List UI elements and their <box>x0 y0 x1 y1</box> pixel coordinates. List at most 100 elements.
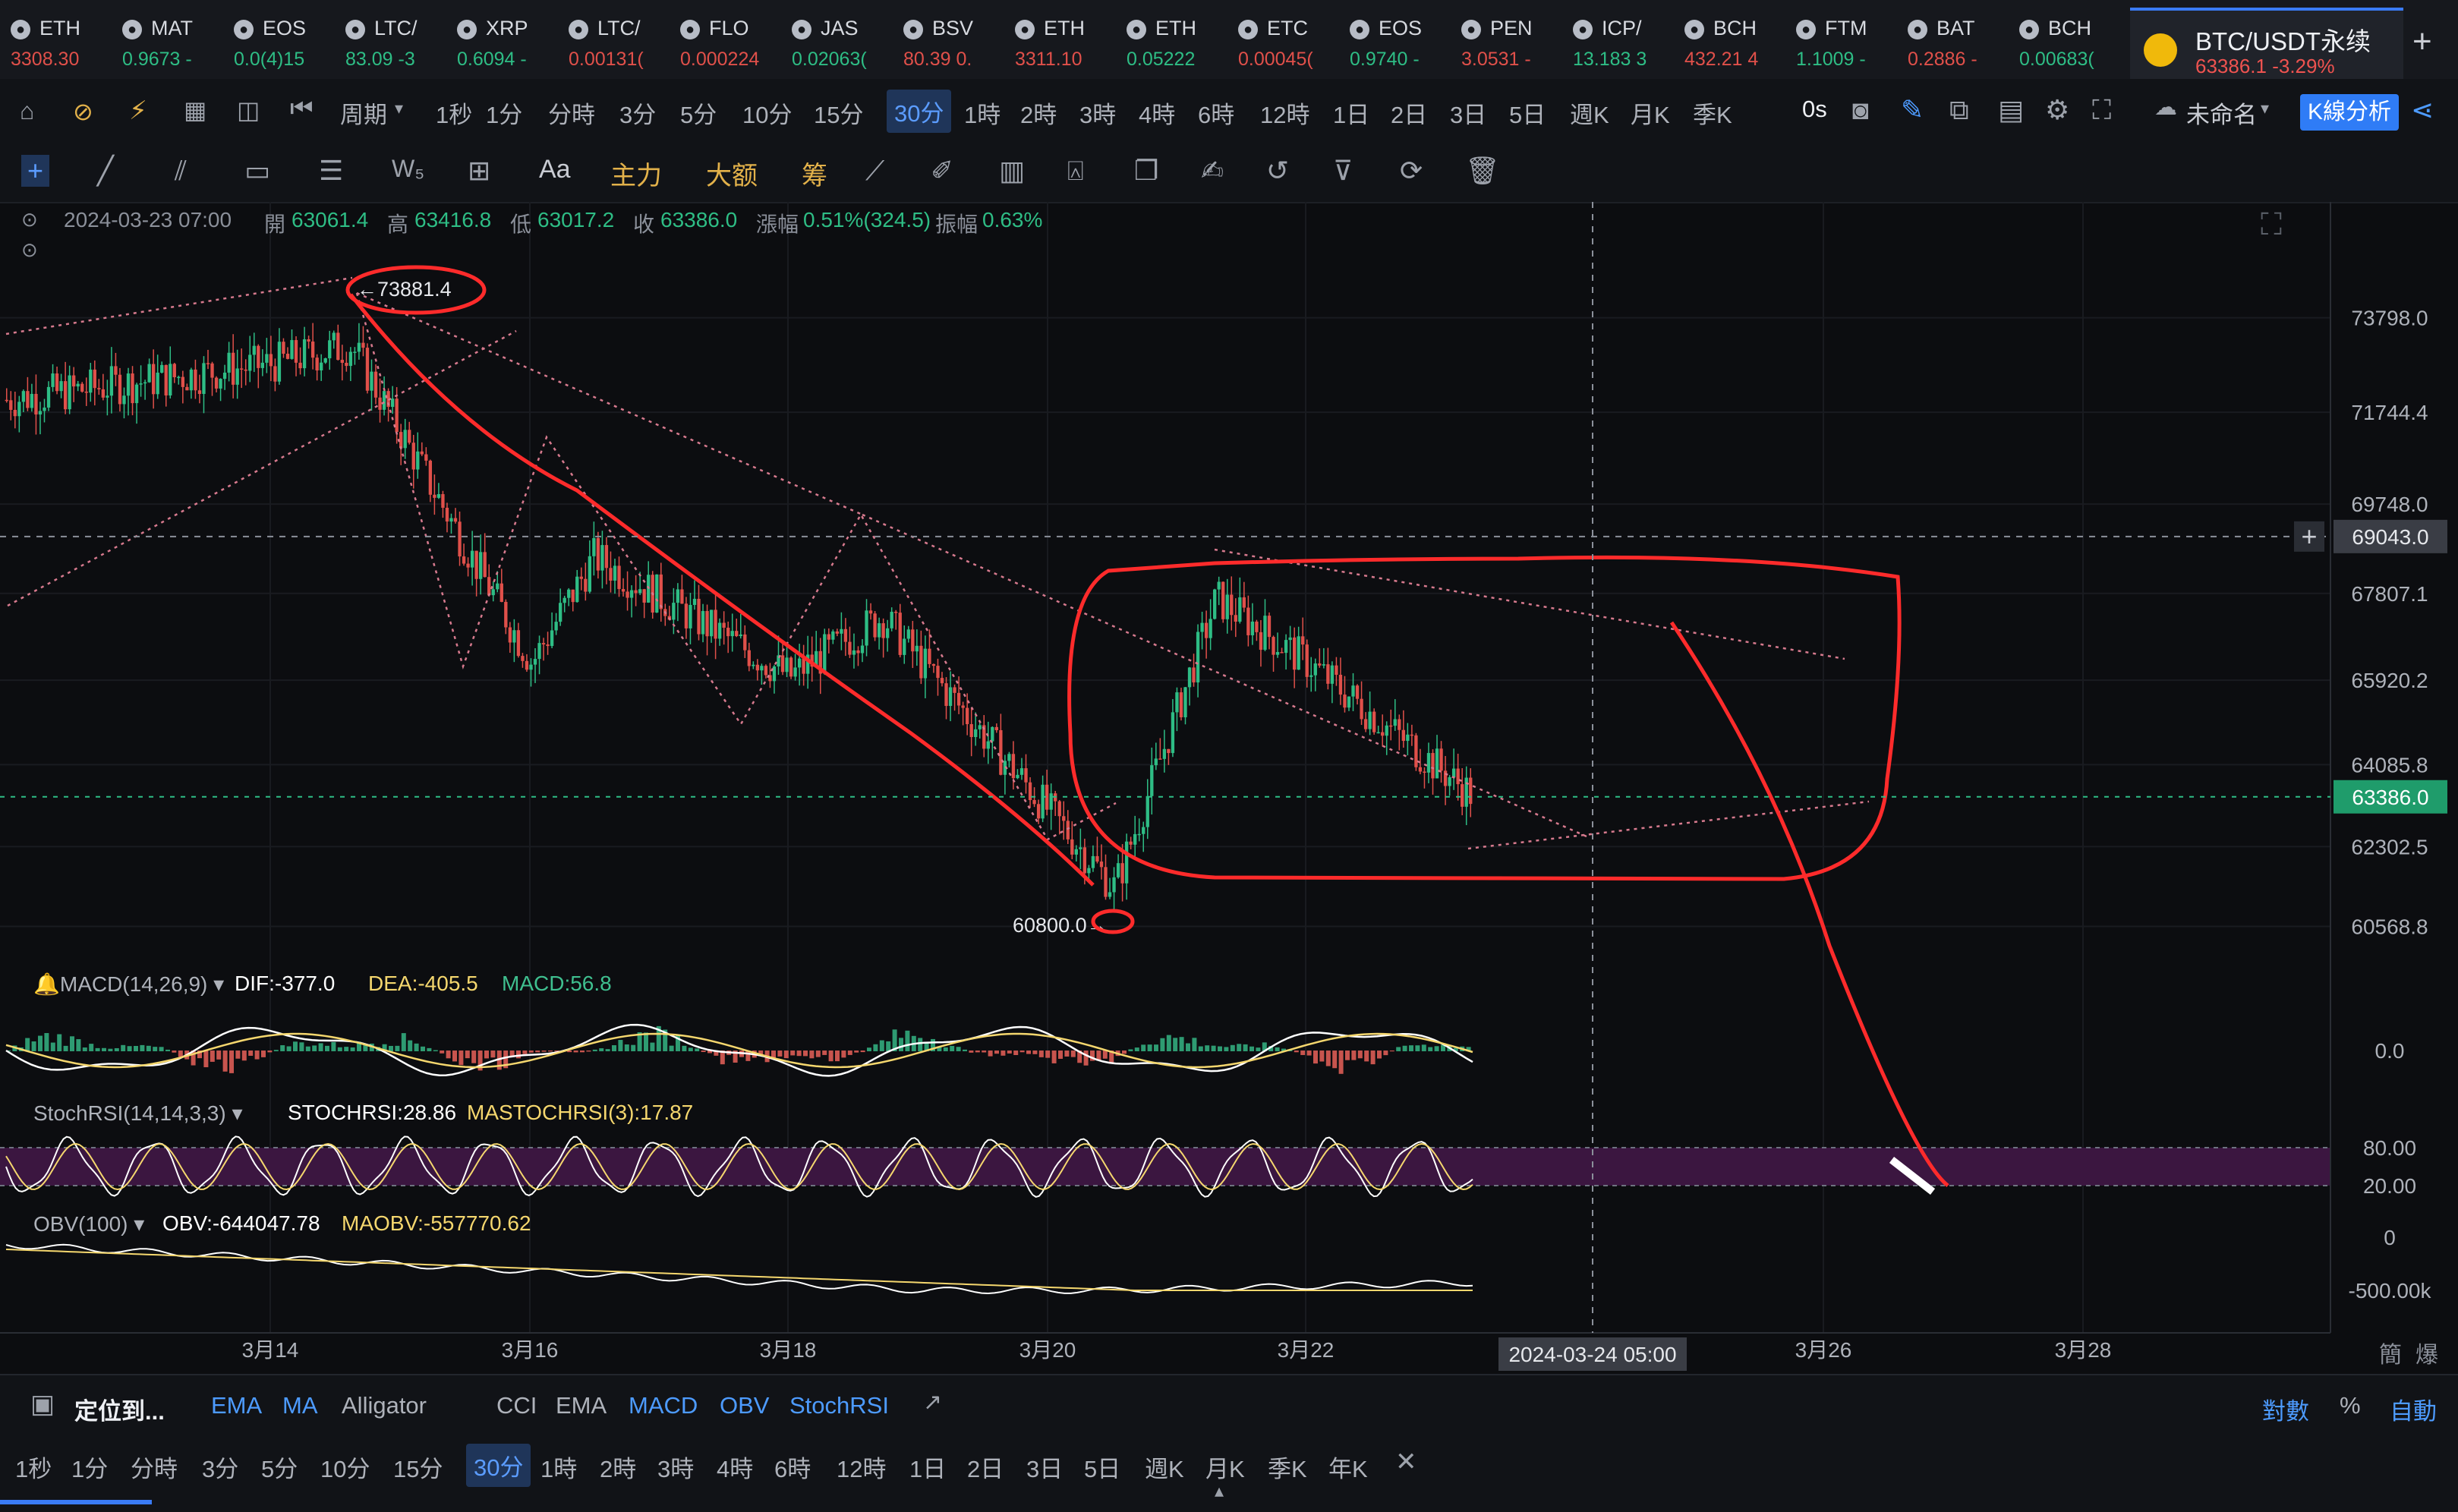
bottom-timeframe-3日[interactable]: 3日 <box>1026 1456 1064 1482</box>
indicator-toggle-macd[interactable]: MACD <box>629 1392 698 1419</box>
chart-type-icon[interactable]: ⌂ <box>20 97 35 124</box>
main-force-tool[interactable]: 主力 <box>610 162 662 191</box>
ticker-tab[interactable]: ● LTC/0.00131( <box>558 6 664 74</box>
share-icon[interactable]: ⋖ <box>2411 94 2434 125</box>
bottom-timeframe-2時[interactable]: 2時 <box>600 1456 637 1482</box>
filter-icon[interactable]: ⊽ <box>1333 155 1353 186</box>
chevron-up-icon[interactable]: ▴ <box>1215 1481 1224 1501</box>
ticker-tab[interactable]: ● ETH 0.05222 <box>1116 6 1222 74</box>
chevron-down-icon[interactable]: ▾ <box>2261 99 2270 118</box>
gear-icon[interactable]: ⚙ <box>2045 94 2070 125</box>
indicator-title[interactable]: OBV(100) ▾ <box>33 1212 145 1236</box>
timeframe-1分[interactable]: 1分 <box>486 102 523 128</box>
ticker-tab[interactable]: ● BCH 432.21 4 <box>1674 6 1780 74</box>
timeframe-12時[interactable]: 12時 <box>1260 102 1310 128</box>
bottom-timeframe-1日[interactable]: 1日 <box>909 1456 947 1482</box>
bottom-timeframe-1分[interactable]: 1分 <box>71 1456 109 1482</box>
timeframe-1秒[interactable]: 1秒 <box>436 102 473 128</box>
percent-scale-toggle[interactable]: % <box>2340 1392 2361 1419</box>
close-icon[interactable]: ✕ <box>1395 1447 1417 1476</box>
burst-label[interactable]: 爆 <box>2415 1343 2438 1368</box>
ticker-tab[interactable]: ● XRP 0.6094 - <box>446 6 553 74</box>
indicator-toggle-ma[interactable]: MA <box>282 1392 318 1419</box>
bottom-timeframe-5分[interactable]: 5分 <box>261 1456 298 1482</box>
ticker-tab[interactable]: ● FLO 0.000224 <box>670 6 776 74</box>
timeframe-5分[interactable]: 5分 <box>680 102 717 128</box>
bottom-timeframe-年K[interactable]: 年K <box>1328 1456 1368 1482</box>
ticker-tab[interactable]: ● BAT 0.2886 - <box>1897 6 2003 74</box>
wave-tool-icon[interactable]: W₅ <box>392 155 425 182</box>
collapse-icon[interactable]: ⊙ <box>21 208 38 231</box>
bottom-timeframe-1時[interactable]: 1時 <box>540 1456 578 1482</box>
timeframe-4時[interactable]: 4時 <box>1139 102 1176 128</box>
ticker-tab[interactable]: ● ICP/13.183 3 <box>1562 6 1669 74</box>
ticker-tab[interactable]: ● LTC/83.09 -3 <box>335 6 441 74</box>
external-link-icon[interactable]: ↗ <box>923 1390 943 1415</box>
indicator-toggle-cci[interactable]: CCI <box>496 1392 537 1419</box>
candles-icon[interactable]: ▥ <box>999 155 1026 186</box>
bottom-timeframe-季K[interactable]: 季K <box>1268 1456 1307 1482</box>
simple-label[interactable]: 簡 <box>2379 1343 2402 1368</box>
timeframe-2日[interactable]: 2日 <box>1391 102 1428 128</box>
ruler-icon[interactable]: ⟋ <box>865 155 885 186</box>
maximize-icon[interactable]: ⛶ <box>2261 208 2282 241</box>
bottom-timeframe-15分[interactable]: 15分 <box>393 1456 443 1482</box>
timeframe-週K[interactable]: 週K <box>1570 102 1609 128</box>
ticker-tab[interactable]: ● BSV 80.39 0. <box>893 6 999 74</box>
bottom-timeframe-3時[interactable]: 3時 <box>657 1456 695 1482</box>
bottom-timeframe-分時[interactable]: 分時 <box>131 1456 178 1482</box>
flash-icon[interactable]: ⚡ <box>129 96 147 125</box>
locate-button[interactable]: 定位到... <box>74 1398 165 1425</box>
ticker-tab[interactable]: ● MAT 0.9673 - <box>112 6 218 74</box>
bottom-timeframe-3分[interactable]: 3分 <box>202 1456 239 1482</box>
large-amount-tool[interactable]: 大额 <box>706 162 758 191</box>
fib-tool-icon[interactable]: ☰ <box>319 155 344 186</box>
timeframe-2時[interactable]: 2時 <box>1020 102 1057 128</box>
ticker-tab[interactable]: ● EOS 0.0(4)15 <box>223 6 329 74</box>
parallel-channel-tool-icon[interactable]: ⫽ <box>175 155 188 186</box>
timeframe-分時[interactable]: 分時 <box>548 102 595 128</box>
timeframe-1日[interactable]: 1日 <box>1333 102 1370 128</box>
indicator-toggle-ema[interactable]: EMA <box>556 1392 607 1419</box>
indicator-toggle-obv[interactable]: OBV <box>720 1392 770 1419</box>
bottom-timeframe-週K[interactable]: 週K <box>1145 1456 1184 1482</box>
timeframe-6時[interactable]: 6時 <box>1198 102 1235 128</box>
trendline-tool-icon[interactable]: ╱ <box>97 155 114 186</box>
indicator-toggle-alligator[interactable]: Alligator <box>342 1392 427 1419</box>
camera-icon[interactable]: ◙ <box>1852 94 1869 125</box>
rewind-icon[interactable]: ⏮ <box>290 94 314 123</box>
ticker-tab[interactable]: ● JAS 0.02063( <box>781 6 887 74</box>
bottom-timeframe-12時[interactable]: 12時 <box>837 1456 887 1482</box>
ticker-tab[interactable]: ● FTM 1.1009 - <box>1785 6 1892 74</box>
ticker-tab[interactable]: ● ETH 3308.30 <box>0 6 106 74</box>
kline-analysis-button[interactable]: K線分析 <box>2300 94 2399 131</box>
ticker-tab[interactable]: ● ETC 0.00045( <box>1227 6 1334 74</box>
calendar-icon[interactable]: ▦ <box>184 96 207 124</box>
bottom-timeframe-6時[interactable]: 6時 <box>774 1456 811 1482</box>
ticker-tab[interactable]: ● EOS 0.9740 - <box>1339 6 1445 74</box>
timeframe-3時[interactable]: 3時 <box>1079 102 1117 128</box>
crosshair-tool-icon[interactable]: + <box>21 155 50 187</box>
timeframe-3日[interactable]: 3日 <box>1450 102 1487 128</box>
bottom-timeframe-2日[interactable]: 2日 <box>967 1456 1004 1482</box>
ticker-tab[interactable]: ● ETH 3311.10 <box>1004 6 1111 74</box>
timeframe-5日[interactable]: 5日 <box>1509 102 1546 128</box>
calendar-icon[interactable]: ▣ <box>30 1390 55 1419</box>
fullscreen-icon[interactable]: ⛶ <box>2092 94 2112 125</box>
ticker-tab[interactable]: ● PEN 3.0531 - <box>1451 6 1557 74</box>
popout-icon[interactable]: ⧉ <box>1949 94 1969 125</box>
table-icon[interactable]: ▤ <box>1998 94 2025 125</box>
expand-icon[interactable]: ⊙ <box>21 238 38 261</box>
rectangle-tool-icon[interactable]: ▭ <box>244 155 271 186</box>
log-scale-toggle[interactable]: 對數 <box>2262 1398 2309 1425</box>
bottom-timeframe-30分[interactable]: 30分 <box>466 1444 531 1487</box>
timeframe-15分[interactable]: 15分 <box>814 102 864 128</box>
sync-icon[interactable]: ⟳ <box>1400 155 1423 186</box>
cloud-icon[interactable]: ☁ <box>2154 95 2177 120</box>
measure-tool-icon[interactable]: ⊞ <box>468 155 491 186</box>
timeframe-1時[interactable]: 1時 <box>964 102 1001 128</box>
indicator-title[interactable]: 🔔MACD(14,26,9) ▾ <box>33 972 225 996</box>
copy-icon[interactable]: ❐ <box>1134 155 1159 186</box>
timeframe-3分[interactable]: 3分 <box>619 102 657 128</box>
layout-name[interactable]: 未命名 <box>2186 102 2257 128</box>
